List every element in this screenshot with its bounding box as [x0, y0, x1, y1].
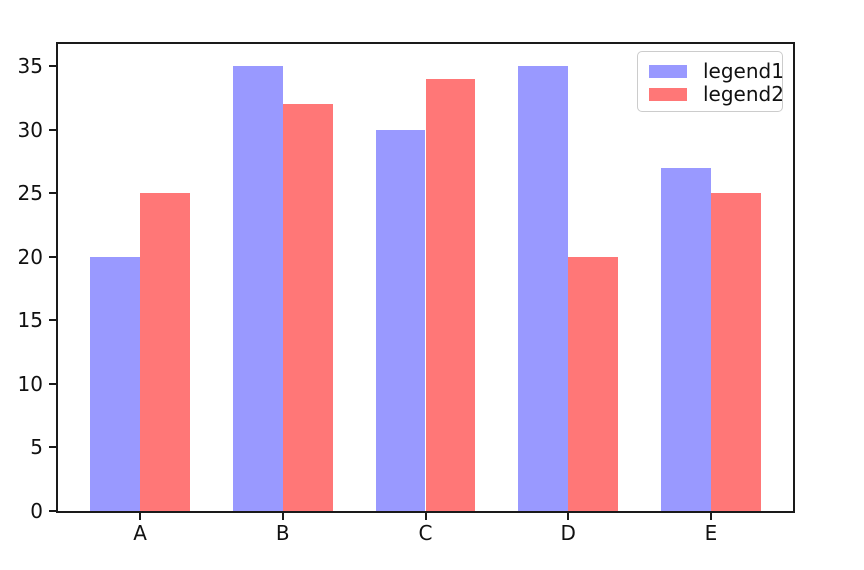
bar-legend2-A [140, 193, 190, 511]
x-tick-mark-C [424, 513, 427, 520]
y-tick-mark-20 [49, 255, 56, 258]
bar-legend1-B [232, 66, 283, 511]
y-tick-label-20: 20 [17, 244, 43, 269]
legend-entry-legend2: legend2 [649, 83, 784, 105]
bar-legend2-D [568, 256, 619, 511]
y-tick-mark-35 [49, 65, 56, 68]
y-tick-mark-25 [49, 192, 56, 195]
legend2-label: legend2 [703, 82, 784, 106]
x-tick-label-B: B [275, 521, 290, 545]
legend1-label: legend1 [703, 59, 784, 83]
bar-legend1-D [518, 66, 569, 511]
legend2-swatch [649, 87, 687, 101]
x-tick-mark-A [139, 513, 142, 520]
y-tick-label-0: 0 [30, 499, 43, 523]
y-tick-mark-10 [49, 382, 56, 385]
y-tick-mark-5 [49, 446, 56, 449]
x-tick-label-E: E [704, 521, 718, 545]
bar-legend2-C [425, 78, 476, 511]
x-tick-label-C: C [418, 521, 433, 545]
bar-legend2-B [282, 104, 333, 511]
y-tick-mark-30 [49, 128, 56, 131]
y-tick-mark-0 [49, 510, 56, 512]
legend-entry-legend1: legend1 [649, 60, 784, 82]
legend: legend1 legend2 [637, 51, 784, 112]
y-tick-label-10: 10 [17, 371, 43, 396]
plot-area [56, 42, 795, 513]
x-tick-label-A: A [133, 521, 147, 545]
y-tick-label-25: 25 [17, 181, 43, 206]
bar-legend2-E [710, 193, 761, 511]
bar-legend1-C [375, 129, 426, 511]
x-tick-label-D: D [560, 521, 576, 545]
x-tick-mark-D [567, 513, 570, 520]
bar-legend1-E [660, 167, 711, 511]
x-tick-mark-E [709, 513, 712, 520]
bar-legend1-A [90, 256, 141, 511]
legend1-swatch [649, 64, 687, 78]
y-tick-mark-15 [49, 319, 56, 322]
y-tick-label-5: 5 [30, 435, 43, 460]
y-tick-label-15: 15 [17, 308, 43, 333]
y-tick-label-35: 35 [17, 54, 43, 79]
y-tick-label-30: 30 [17, 117, 43, 142]
x-tick-mark-B [281, 513, 284, 520]
